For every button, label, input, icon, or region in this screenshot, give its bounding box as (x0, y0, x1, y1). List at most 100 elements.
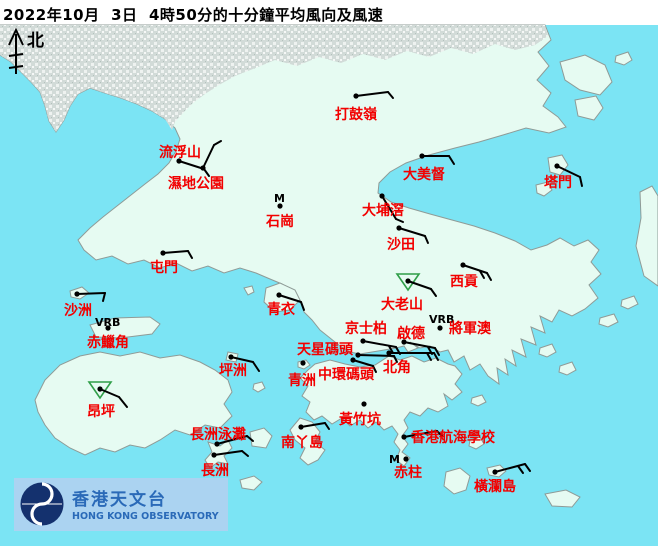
wind-barb-staff (352, 359, 374, 367)
station-dot (214, 441, 220, 447)
station-peng-chau: 坪洲 (219, 354, 260, 379)
lantau-island (34, 351, 233, 456)
station-dot (405, 278, 411, 284)
station-name-label: 青洲 (288, 372, 316, 389)
wind-barb-staff (230, 356, 254, 363)
wind-barb-feather (486, 272, 492, 281)
station-north-point: 北角 (383, 350, 439, 376)
wind-barb-staff (216, 435, 248, 445)
wind-barb-feather (118, 396, 128, 408)
hong-kong-island (299, 355, 463, 467)
station-dot (492, 469, 498, 475)
station-name-label: 大美督 (403, 166, 445, 183)
wind-barb-feather (479, 270, 485, 279)
station-name-label: 南丫島 (281, 434, 323, 451)
wind-barb-feather (300, 301, 305, 311)
station-name-label: 打鼓嶺 (335, 106, 378, 123)
station-name-label: 大老山 (381, 296, 423, 313)
station-name-label: 長洲 (201, 463, 229, 479)
wind-barb-feather (213, 140, 222, 146)
station-dot (554, 163, 560, 169)
station-name-label: 濕地公園 (168, 175, 224, 192)
wind-barb-staff (357, 354, 395, 357)
station-dot (300, 360, 306, 366)
station-name-label: 石崗 (265, 213, 294, 230)
station-status-label: M (274, 192, 285, 205)
station-dot (401, 339, 407, 345)
wind-barb-feather (524, 463, 531, 472)
station-dot (74, 291, 80, 297)
north-label: 北 (27, 31, 44, 51)
wind-barb-feather (433, 352, 439, 361)
station-dot (350, 357, 356, 363)
station-name-label: 青衣 (267, 301, 296, 318)
wind-barb-feather (430, 288, 437, 297)
ninepin-islet (598, 313, 619, 328)
station-sha-tin: 沙田 (387, 225, 429, 253)
ma-wan-islet (243, 285, 255, 296)
station-dot (361, 401, 367, 407)
lamma-island-shape (289, 417, 326, 466)
po-toi-island (443, 467, 471, 495)
station-dot (419, 153, 425, 159)
station-cheung-chau: 長洲 (201, 450, 249, 479)
wind-barb-staff (178, 160, 205, 170)
station-name-label: 屯門 (150, 259, 178, 276)
station-stanley: M赤柱 (389, 453, 422, 481)
station-dot (437, 325, 443, 331)
station-dot (228, 354, 234, 360)
station-sha-chau: 沙洲 (64, 291, 106, 319)
station-wong-chuk-hang: 黃竹坑 (338, 401, 381, 428)
station-name-label: 昂坪 (87, 404, 115, 420)
station-kai-tak: 啟德 (397, 325, 440, 356)
map-title: 2022年10月 3日 4時50分的十分鐘平均風向及風速 (3, 6, 384, 24)
station-dot (176, 158, 182, 164)
station-dot (355, 352, 361, 358)
shek-kwu-chau-islet (239, 475, 263, 491)
station-name-label: 西貢 (450, 274, 478, 290)
station-tates-cairn: 大老山 (381, 273, 437, 313)
station-dot (277, 203, 283, 209)
station-ta-kwu-ling: 打鼓嶺 (335, 91, 394, 123)
logo-english-name: HONG KONG OBSERVATORY (72, 511, 219, 522)
wind-barb-feather (324, 422, 330, 430)
wind-barb-feather (203, 168, 210, 177)
wind-barb-feather (388, 345, 394, 354)
wind-barb-staff (362, 340, 397, 348)
station-ngong-ping: 昂坪 (87, 381, 128, 420)
station-status-label: M (389, 453, 400, 466)
shenzhen-urban-area (0, 25, 548, 132)
port-shelter-islet-1 (538, 343, 557, 358)
station-central-pier: 中環碼頭 (318, 357, 377, 383)
wind-barb-feather (246, 435, 254, 442)
station-name-label: 大埔滘 (362, 202, 404, 219)
station-name-label: 沙洲 (64, 303, 92, 319)
hei-ling-chau-islet (249, 427, 273, 449)
station-name-label: 黃竹坑 (338, 411, 381, 428)
wind-barb-feather (102, 292, 106, 302)
station-name-label: 香港航海學校 (410, 429, 496, 446)
station-name-label: 赤柱 (394, 464, 422, 481)
station-name-label: 北角 (383, 359, 411, 376)
wind-barb-staff (162, 250, 189, 254)
station-star-ferry-pier: 天星碼頭 (297, 342, 398, 363)
station-cheung-chau-beach: 長洲泳灘 (190, 426, 254, 447)
station-dot (401, 434, 407, 440)
wind-barb-feather (393, 355, 398, 363)
station-dot (353, 93, 359, 99)
wind-barb-staff (76, 292, 106, 295)
wind-barb-feather (424, 235, 429, 244)
station-dot (360, 338, 366, 344)
station-name-label: 京士柏 (345, 320, 387, 337)
station-lau-fau-shan: 流浮山 (159, 144, 210, 177)
wind-barb-feather (448, 155, 455, 165)
tsing-yi-island (263, 282, 301, 313)
wind-barb-staff (398, 227, 426, 237)
wind-barb-feather (372, 365, 377, 373)
station-shek-kong: M 石崗 (265, 192, 294, 230)
station-dot (403, 456, 409, 462)
station-dot (211, 452, 217, 458)
